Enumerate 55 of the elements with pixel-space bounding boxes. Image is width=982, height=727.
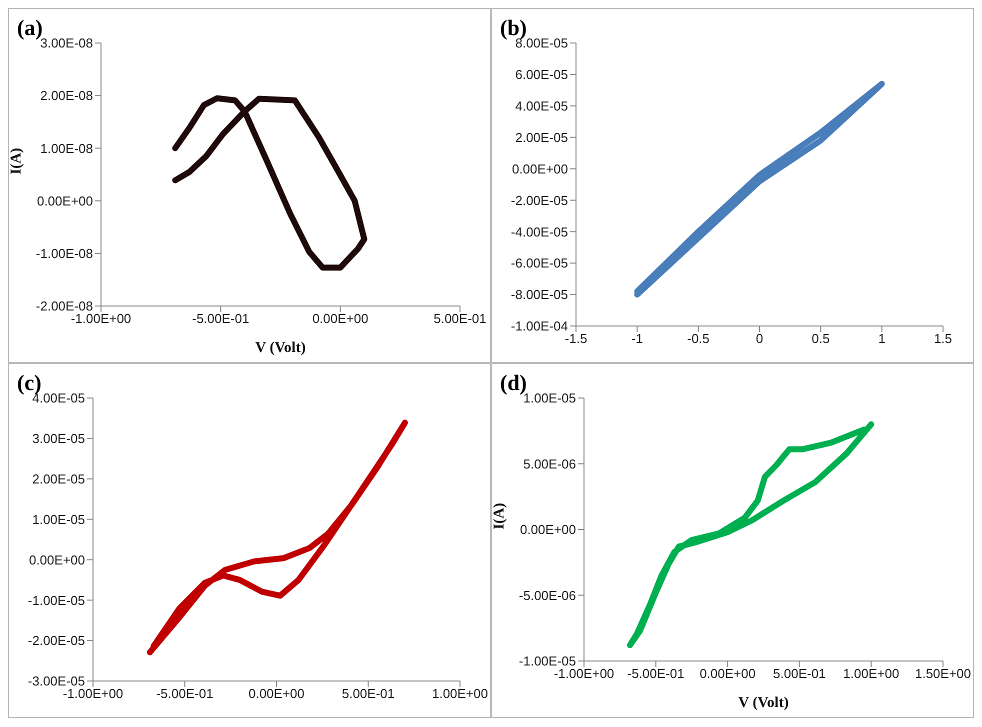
y-axis-title: I(A)	[491, 502, 508, 530]
chart-title: (c)	[17, 370, 42, 395]
x-tick-label: 1	[878, 331, 886, 346]
y-tick-label: 1.00E-05	[32, 512, 85, 527]
x-tick-label: -1.5	[564, 331, 588, 346]
y-tick-label: -2.00E-08	[36, 298, 93, 314]
x-tick-label: 0.00E+00	[312, 311, 368, 326]
y-tick-label: 4.00E-05	[515, 98, 568, 114]
x-tick-label: 0.00E+00	[700, 666, 756, 682]
x-tick-label: -1.00E+00	[70, 311, 132, 326]
x-tick-label: 5.00E-01	[434, 311, 486, 326]
y-tick-label: 1.00E-08	[40, 140, 93, 156]
y-tick-label: -2.00E-05	[28, 633, 85, 648]
y-tick-label: 2.00E-08	[40, 88, 93, 104]
x-tick-label: 0.5	[812, 331, 830, 346]
y-tick-label: -5.00E-06	[518, 588, 576, 603]
y-tick-label: 3.00E-05	[32, 431, 85, 446]
x-tick-label: 1.00E+00	[843, 666, 900, 682]
x-tick-label: -5.00E-01	[156, 686, 214, 702]
x-tick-label: -0.5	[687, 331, 710, 346]
x-axis-title: V (Volt)	[738, 695, 789, 711]
y-tick-label: -4.00E-05	[510, 224, 568, 240]
x-tick-label: -1	[631, 331, 643, 346]
x-tick-label: 5.00E-01	[342, 686, 395, 702]
x-tick-label: 1.50E+00	[914, 666, 972, 682]
chart-title: (a)	[17, 15, 43, 40]
y-tick-label: -1.00E-05	[518, 654, 576, 669]
x-tick-label: 1.5	[934, 331, 952, 346]
y-tick-label: -6.00E-05	[510, 256, 568, 271]
x-tick-label: -5.00E-01	[192, 311, 250, 326]
x-tick-label: -5.00E-01	[627, 666, 684, 682]
x-tick-label: 5.00E-01	[773, 666, 826, 682]
y-tick-label: -8.00E-05	[510, 287, 568, 302]
x-tick-label: -1.00E+00	[554, 666, 614, 682]
y-tick-label: 2.00E-05	[515, 130, 568, 145]
y-tick-label: 0.00E+00	[28, 552, 85, 568]
y-tick-label: -1.00E-05	[28, 592, 85, 608]
x-tick-label: -1.00E+00	[62, 686, 124, 702]
y-tick-label: -3.00E-05	[28, 674, 85, 689]
y-tick-label: -2.00E-05	[510, 192, 568, 208]
y-tick-label: -1.00E-08	[36, 246, 93, 262]
y-axis-title: I(A)	[8, 148, 24, 174]
y-tick-label: 2.00E-05	[32, 471, 85, 486]
y-tick-label: 0.00E+00	[36, 193, 93, 208]
x-tick-label: 0	[756, 331, 764, 346]
x-axis-title: V (Volt)	[255, 340, 306, 356]
y-tick-label: 6.00E-05	[515, 67, 568, 82]
y-tick-label: -1.00E-04	[510, 318, 568, 334]
x-tick-label: 0.00E+00	[248, 686, 305, 702]
y-tick-label: 0.00E+00	[520, 522, 576, 538]
x-tick-label: 1.00E+00	[432, 686, 488, 702]
chart-title: (b)	[500, 15, 527, 40]
y-tick-label: 5.00E-06	[523, 456, 576, 472]
y-tick-label: 3.00E-08	[40, 36, 93, 51]
y-tick-label: 0.00E+00	[512, 161, 568, 176]
